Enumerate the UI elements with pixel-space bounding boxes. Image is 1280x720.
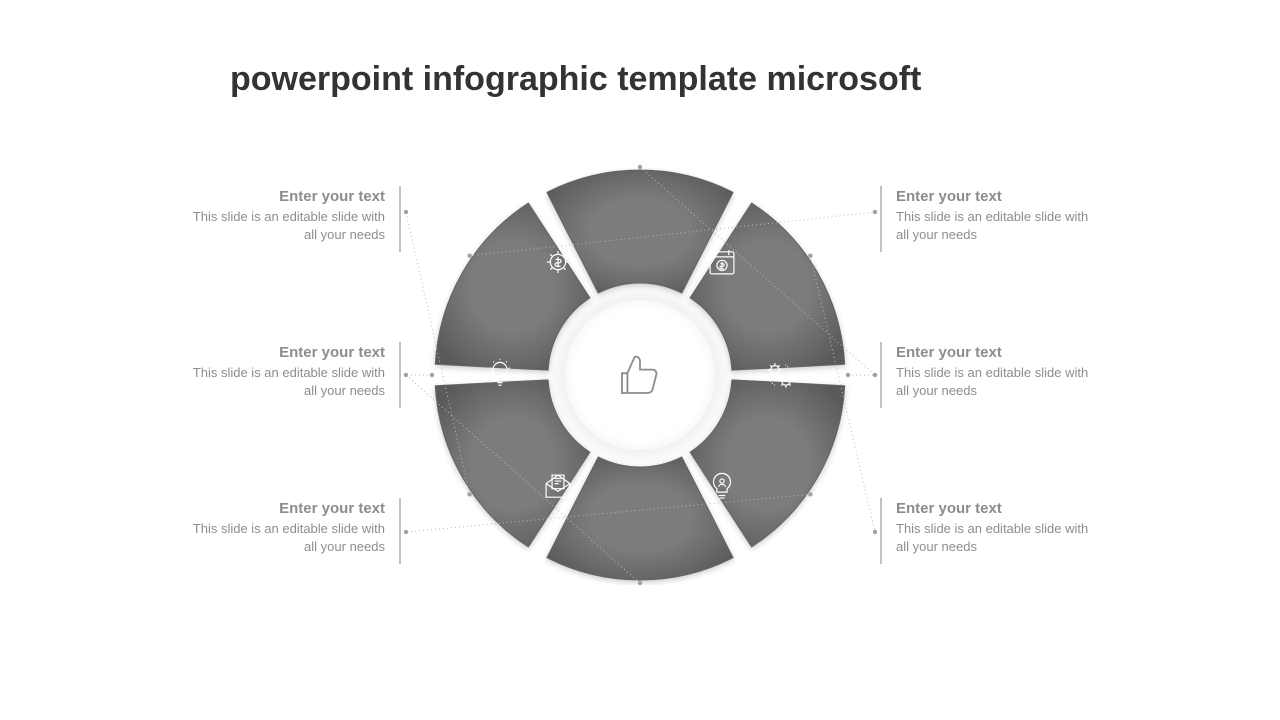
label-6: Enter your text This slide is an editabl… — [185, 188, 385, 243]
label-divider — [880, 342, 882, 408]
label-body: This slide is an editable slide with all… — [896, 520, 1096, 555]
calendar-dollar-icon — [700, 240, 744, 284]
label-divider — [880, 498, 882, 564]
label-heading: Enter your text — [185, 500, 385, 517]
label-4: Enter your text This slide is an editabl… — [185, 500, 385, 555]
page-title: powerpoint infographic template microsof… — [230, 60, 921, 99]
label-1: Enter your text This slide is an editabl… — [896, 188, 1096, 243]
label-2: Enter your text This slide is an editabl… — [896, 344, 1096, 399]
label-heading: Enter your text — [896, 344, 1096, 361]
label-divider — [399, 498, 401, 564]
label-body: This slide is an editable slide with all… — [185, 520, 385, 555]
label-body: This slide is an editable slide with all… — [896, 208, 1096, 243]
gears-sync-icon — [758, 353, 802, 397]
label-body: This slide is an editable slide with all… — [185, 208, 385, 243]
label-5: Enter your text This slide is an editabl… — [185, 344, 385, 399]
label-body: This slide is an editable slide with all… — [185, 364, 385, 399]
label-divider — [880, 186, 882, 252]
idea-person-icon — [700, 465, 744, 509]
label-heading: Enter your text — [896, 500, 1096, 517]
label-3: Enter your text This slide is an editabl… — [896, 500, 1096, 555]
label-body: This slide is an editable slide with all… — [896, 364, 1096, 399]
label-divider — [399, 342, 401, 408]
label-heading: Enter your text — [185, 344, 385, 361]
lightbulb-icon — [478, 353, 522, 397]
center-circle — [565, 300, 715, 450]
label-divider — [399, 186, 401, 252]
thumbs-up-icon — [613, 348, 667, 402]
label-heading: Enter your text — [185, 188, 385, 205]
gear-dollar-icon — [536, 240, 580, 284]
mail-doc-icon — [536, 465, 580, 509]
radial-diagram — [430, 165, 850, 585]
label-heading: Enter your text — [896, 188, 1096, 205]
